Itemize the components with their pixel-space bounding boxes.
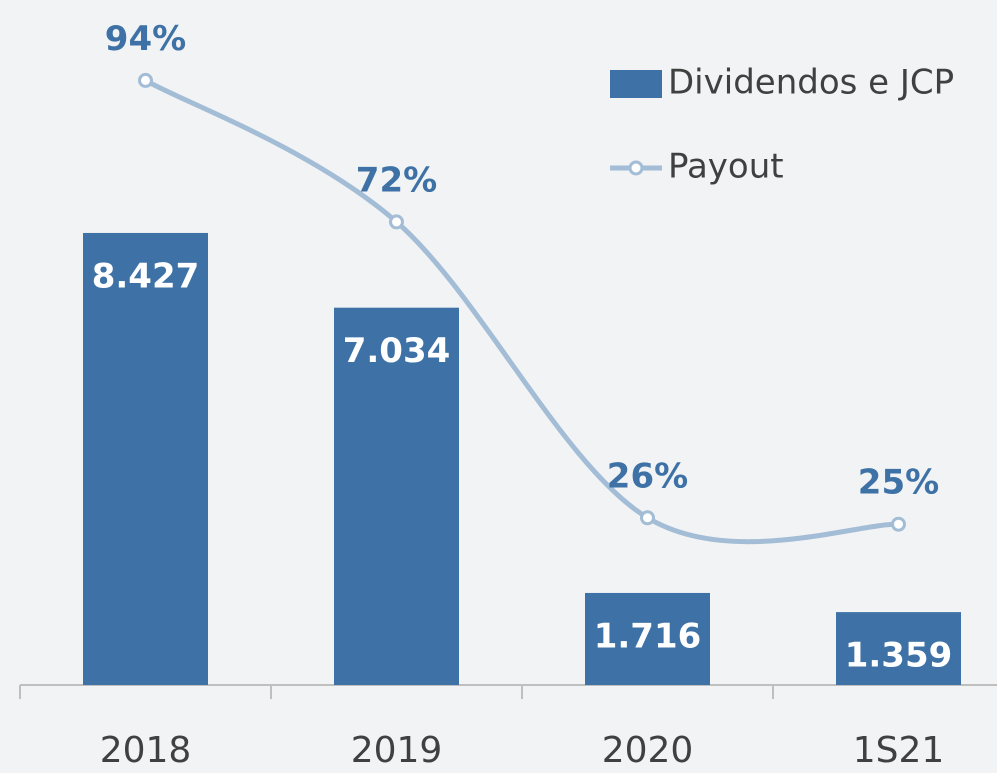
x-tick-label: 2019 [351, 730, 443, 771]
bar [334, 307, 459, 685]
bar [83, 232, 208, 686]
payout-label: 26% [607, 456, 688, 496]
legend-swatch [610, 70, 662, 98]
bar-label: 1.359 [845, 636, 953, 676]
bar [836, 612, 961, 685]
payout-marker [389, 214, 404, 230]
legend-marker [628, 160, 644, 176]
payout-label: 94% [105, 19, 186, 59]
payout-label: 25% [858, 463, 939, 503]
payout-label: 72% [356, 160, 437, 200]
x-tick-label: 1S21 [853, 730, 945, 771]
legend-label: Dividendos e JCP [668, 63, 954, 103]
bar-label: 8.427 [92, 256, 200, 296]
bar [585, 592, 710, 685]
x-tick-label: 2018 [100, 730, 192, 771]
bar-label: 7.034 [343, 331, 451, 371]
payout-marker [640, 510, 655, 526]
payout-line [144, 78, 899, 545]
legend-label: Payout [668, 147, 784, 187]
x-tick-label: 2020 [602, 730, 694, 771]
bar-label: 1.716 [594, 616, 702, 656]
payout-marker [138, 72, 153, 88]
payout-marker [891, 516, 906, 532]
